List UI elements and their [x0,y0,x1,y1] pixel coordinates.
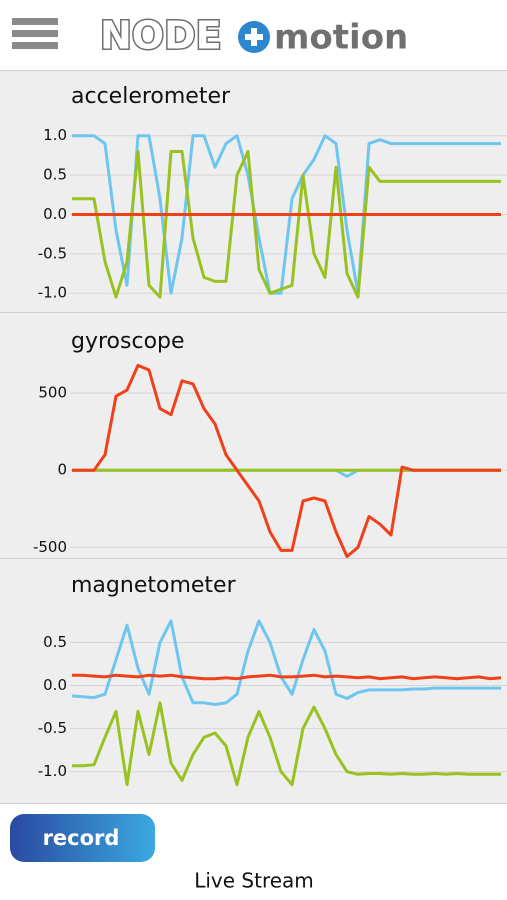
y-tick-label: 500 [38,384,67,402]
y-tick-label: 0 [57,461,67,479]
record-button-label[interactable]: record [43,826,120,850]
y-tick-label: -0.5 [38,719,67,737]
chart-title: gyroscope [71,329,185,354]
menu-button[interactable] [12,18,58,49]
chart-title: accelerometer [71,84,231,109]
chart-panel [0,312,507,558]
y-tick-label: 0.5 [43,166,67,184]
chart-panel [0,70,507,312]
record-button[interactable] [10,814,155,862]
y-tick-label: -500 [33,538,67,556]
data-line [72,363,501,558]
data-line [72,150,501,299]
y-tick-label: 1.0 [43,126,67,144]
logo-left: NODE [100,14,222,58]
chart-title: magnetometer [71,573,237,598]
y-tick-label: 0.0 [43,205,67,223]
data-line [71,619,501,706]
status-text: Live Stream [194,869,314,893]
chart-panel [0,558,507,804]
y-tick-label: -1.0 [38,284,67,302]
y-tick-label: -0.5 [38,244,67,262]
logo-right: motion [274,18,408,58]
data-line [72,701,501,787]
data-line [72,134,501,295]
y-tick-label: 0.5 [43,633,67,651]
y-tick-label: -1.0 [38,762,67,780]
logo-plus-icon [238,21,270,53]
data-line [72,673,502,681]
y-tick-label: 0.0 [43,676,67,694]
